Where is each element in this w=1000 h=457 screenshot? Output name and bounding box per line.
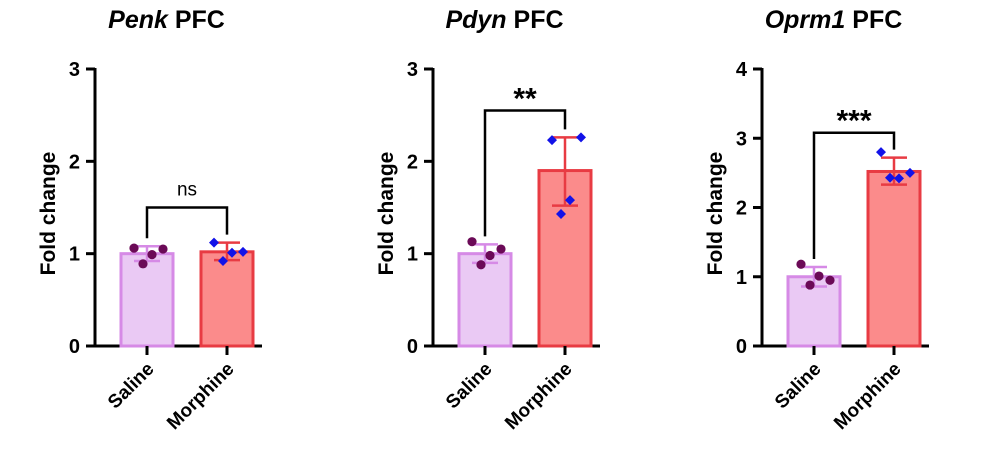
y-axis-label: Fold change: [375, 152, 398, 276]
x-tick-label-saline: Saline: [104, 359, 158, 413]
bar-saline: [119, 252, 175, 348]
significance-bracket: [145, 206, 229, 239]
data-point-saline: [485, 250, 495, 261]
data-point-saline: [138, 259, 148, 269]
y-tick-label: 1: [407, 244, 418, 266]
data-point-morphine: [556, 208, 566, 219]
y-tick-label: 2: [69, 151, 80, 173]
data-point-saline: [147, 249, 157, 260]
bar-morphine: [199, 250, 255, 348]
x-tick-label-saline: Saline: [771, 359, 825, 413]
chart-title-gene: Pdyn: [445, 6, 507, 34]
data-point-morphine: [885, 172, 895, 183]
data-point-saline: [476, 260, 486, 270]
y-tick-label: 1: [69, 244, 80, 266]
chart-panel-penk: Penk PFC 0 1 2 3 Fold change Saline Morphine ns: [0, 0, 333, 457]
data-point-morphine: [547, 135, 557, 146]
bar-chart-penk: 0 1 2 3 Fold change Saline Morphine ns: [37, 59, 262, 434]
y-tick-label: 3: [69, 59, 80, 81]
data-point-morphine: [218, 256, 228, 267]
data-point-morphine: [238, 246, 248, 257]
data-point-saline: [825, 275, 835, 285]
x-tick-label-saline: Saline: [442, 359, 496, 413]
data-point-saline: [467, 237, 477, 247]
y-axis-label: Fold change: [37, 152, 60, 276]
significance-bracket: [812, 131, 896, 260]
data-point-saline: [814, 271, 824, 281]
bar-saline: [457, 252, 513, 348]
x-tick-label-morphine: Morphine: [163, 359, 238, 434]
significance-bracket: [483, 109, 567, 237]
chart-title-gene: Penk: [108, 6, 168, 34]
y-tick-label: 0: [69, 336, 80, 358]
bar-saline: [786, 275, 842, 348]
y-tick-label: 2: [407, 151, 418, 173]
y-tick-label: 1: [736, 267, 747, 289]
chart-title: Pdyn PFC: [338, 6, 671, 35]
significance-label: ns: [177, 180, 197, 201]
data-point-saline: [805, 280, 815, 290]
data-point-morphine: [905, 167, 915, 178]
x-tick-label-morphine: Morphine: [830, 359, 905, 434]
data-point-morphine: [565, 195, 575, 206]
data-point-saline: [796, 259, 806, 269]
data-point-morphine: [576, 132, 586, 143]
y-tick-label: 3: [736, 128, 747, 150]
chart-title-gene: Oprm1: [764, 6, 846, 34]
data-point-morphine: [894, 173, 904, 184]
data-point-saline: [496, 244, 506, 254]
bar-morphine: [866, 169, 922, 348]
significance-label: ***: [836, 105, 871, 138]
y-axis-label: Fold change: [704, 152, 727, 276]
y-tick-label: 0: [736, 336, 747, 358]
chart-title-region: PFC: [174, 6, 225, 34]
data-point-saline: [158, 244, 168, 254]
data-point-morphine: [209, 237, 219, 248]
bar-chart-oprm1: 0 1 2 3 4 Fold change Saline Morphine ***: [704, 59, 929, 434]
data-point-saline: [129, 243, 139, 253]
significance-label: **: [513, 83, 537, 116]
data-point-morphine: [227, 247, 237, 258]
chart-panel-oprm1: Oprm1 PFC 0 1 2 3 4 Fold change Saline Morphine…: [667, 0, 1000, 457]
chart-title-region: PFC: [513, 6, 564, 34]
chart-panel-pdyn: Pdyn PFC 0 1 2 3 Fold change Saline Morphine **: [338, 0, 671, 457]
chart-title-region: PFC: [852, 6, 903, 34]
y-tick-label: 2: [736, 198, 747, 220]
x-tick-label-morphine: Morphine: [501, 359, 576, 434]
chart-title: Penk PFC: [0, 6, 333, 35]
y-tick-label: 3: [407, 59, 418, 81]
chart-title: Oprm1 PFC: [667, 6, 1000, 35]
y-tick-label: 0: [407, 336, 418, 358]
data-point-morphine: [876, 147, 886, 158]
bar-chart-pdyn: 0 1 2 3 Fold change Saline Morphine **: [375, 59, 600, 434]
y-tick-label: 4: [736, 59, 748, 81]
